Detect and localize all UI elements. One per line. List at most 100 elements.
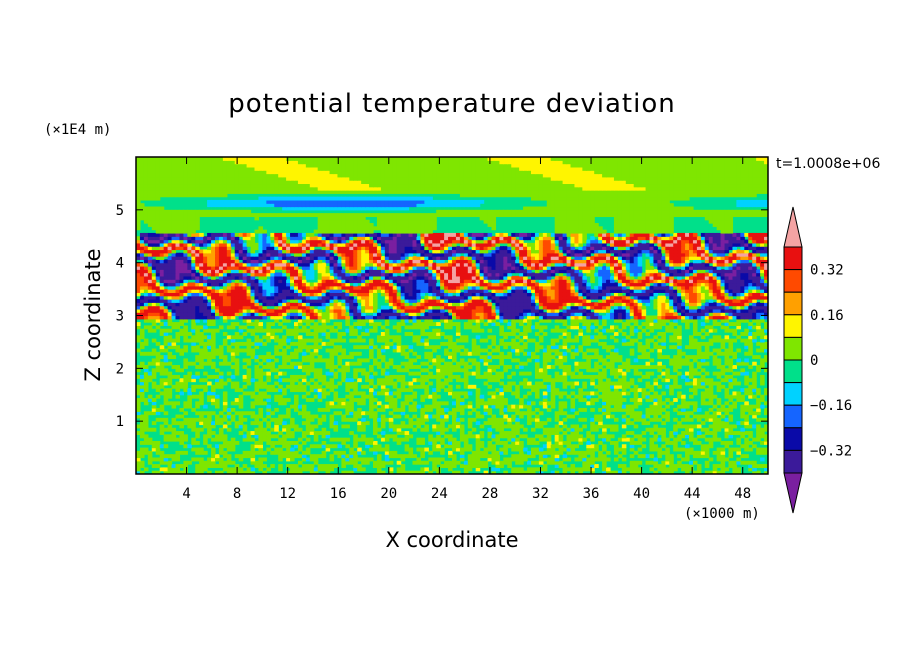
- contour-cell: [278, 322, 283, 326]
- contour-cell: [143, 384, 149, 389]
- contour-cell: [519, 345, 524, 350]
- contour-cell: [724, 315, 730, 320]
- contour-cell: [511, 447, 516, 452]
- contour-cell: [353, 464, 358, 468]
- contour-cell: [736, 447, 741, 452]
- contour-cell: [151, 361, 157, 366]
- contour-cell: [562, 328, 568, 333]
- contour-cell: [578, 374, 583, 379]
- contour-cell: [665, 374, 670, 379]
- contour-cell: [523, 318, 528, 323]
- contour-cell: [250, 457, 256, 462]
- contour-cell: [606, 401, 611, 406]
- contour-cell: [171, 417, 177, 422]
- contour-cell: [357, 427, 362, 432]
- contour-cell: [440, 464, 445, 468]
- contour-cell: [554, 325, 560, 330]
- contour-cell: [625, 341, 631, 346]
- contour-cell: [685, 371, 690, 376]
- contour-cell: [282, 414, 287, 419]
- contour-cell: [598, 440, 603, 445]
- contour-cell: [491, 391, 497, 396]
- contour-cell: [712, 335, 718, 340]
- contour-cell: [325, 348, 331, 353]
- contour-cell: [613, 348, 619, 353]
- contour-cell: [550, 470, 556, 474]
- contour-cell: [321, 381, 327, 386]
- contour-cell: [538, 345, 544, 350]
- contour-cell: [720, 424, 726, 429]
- contour-cell: [436, 444, 441, 449]
- contour-cell: [163, 355, 169, 360]
- contour-cell: [602, 341, 607, 346]
- contour-cell: [412, 394, 418, 399]
- contour-cell: [278, 414, 283, 419]
- contour-cell: [305, 421, 311, 426]
- contour-cell: [380, 378, 386, 383]
- contour-cell: [740, 398, 745, 402]
- contour-cell: [266, 431, 271, 435]
- contour-cell: [242, 358, 248, 363]
- contour-cell: [617, 401, 623, 406]
- contour-cell: [179, 391, 184, 396]
- contour-cell: [266, 424, 271, 429]
- contour-cell: [752, 464, 757, 468]
- contour-cell: [574, 444, 579, 449]
- contour-cell: [740, 368, 745, 373]
- contour-cell: [353, 351, 358, 356]
- contour-cell: [665, 440, 670, 445]
- contour-cell: [704, 437, 710, 442]
- contour-cell: [420, 322, 425, 326]
- contour-cell: [760, 365, 765, 369]
- contour-cell: [222, 424, 228, 429]
- contour-cell: [218, 431, 224, 435]
- contour-cell: [207, 434, 212, 439]
- contour-cell: [542, 391, 548, 396]
- contour-cell: [487, 427, 493, 432]
- contour-cell: [282, 454, 287, 459]
- contour-cell: [507, 322, 512, 326]
- contour-cell: [179, 348, 184, 353]
- contour-cell: [215, 374, 220, 379]
- contour-cell: [515, 427, 520, 432]
- contour-cell: [610, 384, 615, 389]
- contour-cell: [262, 355, 267, 360]
- contour-cell: [297, 447, 303, 452]
- contour-cell: [254, 444, 260, 449]
- contour-cell: [475, 388, 481, 393]
- contour-cell: [436, 361, 441, 366]
- contour-cell: [503, 384, 508, 389]
- contour-cell: [242, 417, 248, 422]
- contour-cell: [566, 414, 572, 419]
- contour-cell: [463, 444, 469, 449]
- contour-cell: [317, 388, 323, 393]
- contour-cell: [246, 358, 252, 363]
- contour-cell: [286, 450, 291, 455]
- contour-cell: [463, 434, 469, 439]
- contour-cell: [610, 365, 615, 369]
- contour-cell: [491, 424, 497, 429]
- contour-cell: [163, 398, 169, 402]
- contour-cell: [404, 345, 410, 350]
- contour-cell: [230, 414, 236, 419]
- contour-cell: [487, 328, 493, 333]
- contour-cell: [440, 414, 445, 419]
- contour-cell: [764, 411, 768, 416]
- contour-cell: [384, 450, 390, 455]
- contour-cell: [716, 424, 722, 429]
- contour-cell: [685, 444, 690, 449]
- contour-cell: [708, 391, 714, 396]
- contour-cell: [523, 361, 528, 366]
- contour-cell: [171, 470, 177, 474]
- contour-cell: [610, 407, 615, 412]
- contour-cell: [467, 460, 473, 465]
- contour-cell: [463, 348, 469, 353]
- contour-cell: [436, 427, 441, 432]
- contour-cell: [400, 411, 406, 416]
- contour-cell: [301, 407, 307, 412]
- contour-cell: [448, 424, 453, 429]
- contour-cell: [309, 464, 315, 468]
- contour-cell: [448, 464, 453, 468]
- contour-cell: [297, 467, 303, 472]
- contour-cell: [467, 454, 473, 459]
